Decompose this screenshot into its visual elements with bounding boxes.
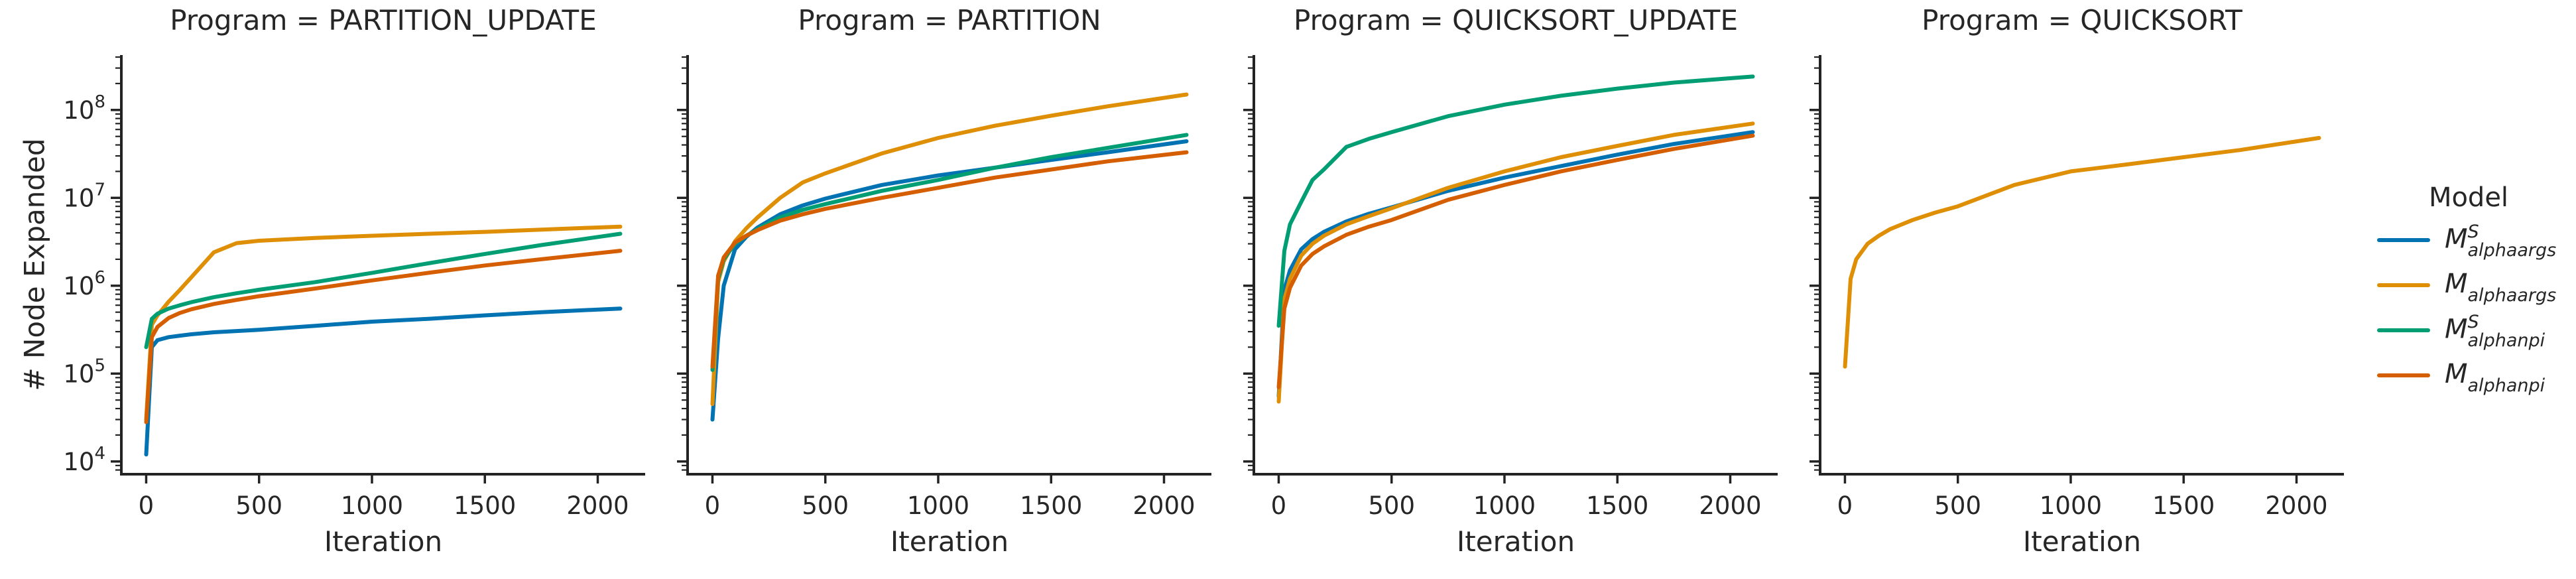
subplot-title: Program = QUICKSORT_UPDATE	[1294, 4, 1738, 36]
x-axis-label: Iteration	[890, 525, 1009, 558]
x-tick-label: 1000	[1473, 491, 1536, 520]
x-axis-label: Iteration	[2022, 525, 2142, 558]
series-line-m-s-alphanpi	[710, 133, 1189, 372]
x-tick-label: 2000	[1699, 491, 1761, 520]
model-subscript: alphaargs	[2467, 285, 2557, 306]
series-line-m-s-alphanpi	[1276, 74, 1755, 328]
legend-line-swatch	[2377, 238, 2430, 242]
series-line-m-alphaargs	[1843, 136, 2321, 369]
model-superscript: S	[2467, 221, 2479, 242]
series-line-m-alphanpi	[144, 249, 623, 424]
x-tick-label: 1500	[454, 491, 516, 520]
x-tick-label: 1000	[2040, 491, 2102, 520]
series-line-m-alphanpi	[710, 150, 1189, 369]
legend-line-swatch	[2377, 283, 2430, 287]
legend-line-swatch	[2377, 328, 2430, 332]
y-tick-label: 106	[63, 268, 105, 300]
y-tick-label: 107	[63, 180, 105, 212]
y-axis-label: # Node Expanded	[18, 138, 51, 391]
series-line-m-alphanpi	[1276, 133, 1755, 389]
x-tick-label: 500	[235, 491, 282, 520]
model-scripts: alphaargs	[2468, 268, 2557, 305]
model-symbol: M	[2445, 359, 2468, 389]
x-tick-label: 2000	[2265, 491, 2327, 520]
model-subscript: alphaargs	[2467, 240, 2557, 261]
series-line-m-alphaargs	[1276, 121, 1755, 404]
x-tick-label: 1500	[1020, 491, 1082, 520]
model-symbol: M	[2445, 269, 2468, 299]
subplot-title: Program = QUICKSORT	[1922, 4, 2242, 36]
series-line-m-s-alphaargs	[1276, 130, 1755, 399]
x-axis-label: Iteration	[1456, 525, 1575, 558]
model-symbol: M	[2445, 224, 2468, 254]
x-tick-label: 500	[1934, 491, 1981, 520]
y-tick-label: 104	[63, 444, 105, 476]
model-superscript: S	[2467, 311, 2479, 332]
x-tick-label: 2000	[566, 491, 629, 520]
model-symbol: M	[2445, 314, 2468, 344]
x-tick-label: 1500	[1586, 491, 1648, 520]
x-axis-label: Iteration	[324, 525, 443, 558]
series-line-m-s-alphanpi	[144, 231, 623, 350]
x-tick-label: 1500	[2152, 491, 2215, 520]
series-line-m-s-alphaargs	[144, 306, 623, 457]
model-subscript: alphanpi	[2467, 330, 2545, 351]
series-line-m-alphaargs	[710, 92, 1189, 407]
model-scripts: alphanpi	[2468, 358, 2545, 395]
x-tick-label: 1000	[341, 491, 403, 520]
x-tick-label: 0	[1271, 491, 1287, 520]
x-tick-label: 0	[139, 491, 154, 520]
model-subscript: alphanpi	[2467, 375, 2545, 396]
series-line-m-s-alphaargs	[710, 139, 1189, 422]
legend-title: Model	[2428, 182, 2509, 213]
x-tick-label: 500	[802, 491, 849, 520]
y-tick-label: 108	[63, 92, 105, 125]
legend-line-swatch	[2377, 373, 2430, 377]
subplot-title: Program = PARTITION	[798, 4, 1101, 36]
x-tick-label: 0	[1837, 491, 1853, 520]
x-tick-label: 1000	[907, 491, 969, 520]
subplot-title: Program = PARTITION_UPDATE	[170, 4, 597, 36]
x-tick-label: 2000	[1133, 491, 1195, 520]
series-line-m-alphaargs	[144, 224, 623, 422]
y-tick-label: 105	[63, 355, 105, 388]
x-tick-label: 500	[1368, 491, 1415, 520]
x-tick-label: 0	[705, 491, 721, 520]
